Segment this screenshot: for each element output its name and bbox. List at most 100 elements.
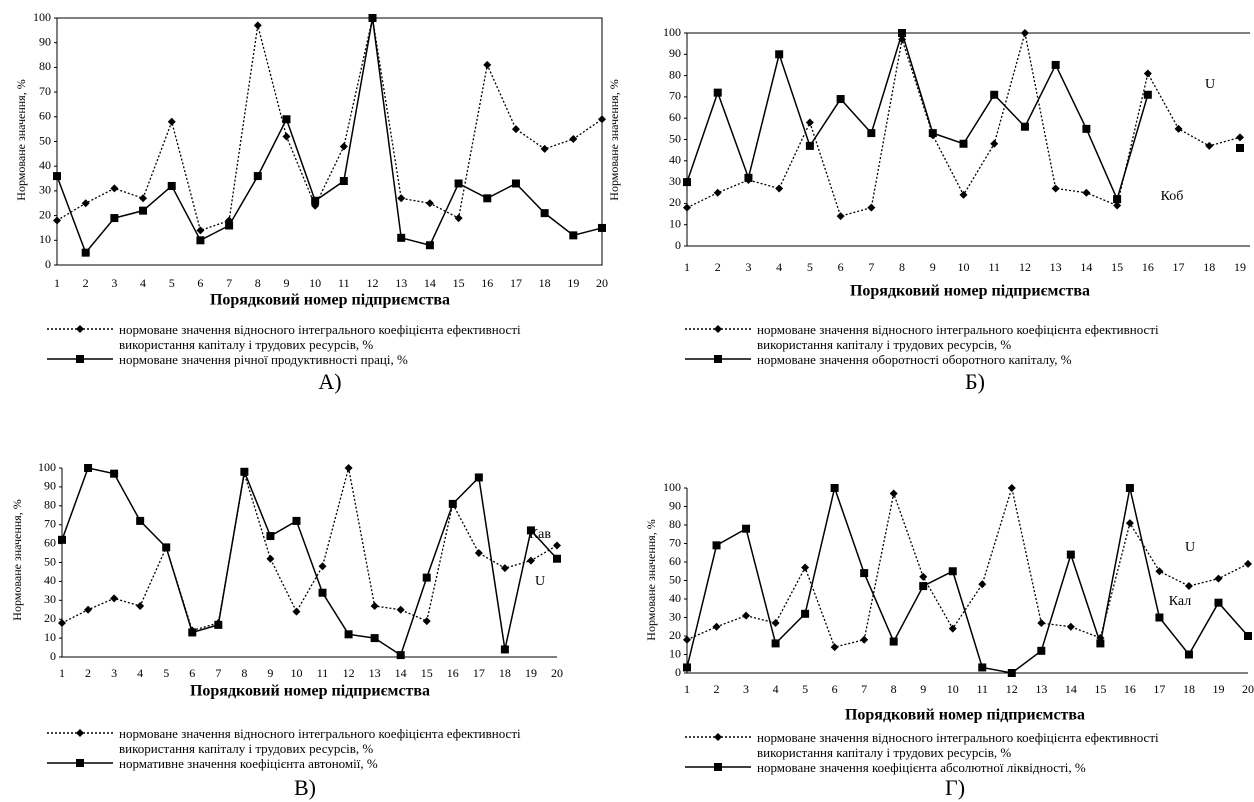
diamond-marker: [919, 572, 928, 581]
diamond-marker: [860, 635, 869, 644]
y-tick-label: 0: [675, 238, 681, 252]
y-tick-label: 20: [39, 207, 51, 221]
legend-entry: нормоване значення відносного інтегральн…: [683, 730, 1223, 760]
x-tick-label: 5: [169, 276, 175, 290]
square-marker: [454, 179, 463, 188]
y-tick-label: 80: [39, 59, 51, 73]
diamond-marker: [474, 549, 483, 558]
square-marker: [448, 499, 457, 508]
diamond-marker: [370, 601, 379, 610]
y-axis-label: Нормоване значення, %: [10, 499, 24, 620]
x-tick-label: 11: [317, 666, 329, 680]
y-tick-label: 50: [39, 133, 51, 147]
x-tick-label: 9: [283, 276, 289, 290]
caption: Г): [945, 775, 965, 800]
diamond-marker: [422, 617, 431, 626]
square-marker: [368, 14, 377, 22]
diamond-marker: [553, 541, 561, 550]
y-axis-label: Нормоване значення, %: [14, 79, 28, 200]
legend-label: нормоване значення коефіцієнта абсолютно…: [757, 760, 1086, 775]
y-tick-label: 90: [669, 498, 681, 512]
square-marker: [474, 473, 483, 482]
diamond-marker: [713, 188, 722, 197]
x-tick-label: 3: [111, 276, 117, 290]
x-tick-label: 4: [140, 276, 146, 290]
y-tick-label: 50: [669, 131, 681, 145]
diamond-marker: [266, 554, 275, 563]
y-tick-label: 60: [669, 110, 681, 124]
x-tick-label: 9: [930, 260, 936, 274]
x-tick-label: 5: [163, 666, 169, 680]
diamond-marker: [1214, 574, 1223, 583]
legend-label: нормоване значення відносного інтегральн…: [757, 322, 1159, 352]
legend-swatch: [685, 325, 751, 333]
x-tick-label: 18: [539, 276, 551, 290]
diamond-marker: [712, 622, 721, 631]
y-axis-label: Нормоване значення, %: [607, 79, 621, 200]
diamond-marker: [58, 618, 66, 627]
square-marker: [948, 567, 957, 576]
square-marker: [483, 194, 492, 203]
square-marker: [775, 50, 784, 59]
square-marker: [830, 484, 839, 492]
x-tick-label: 3: [111, 666, 117, 680]
series-line: [686, 32, 1241, 217]
square-marker: [500, 645, 509, 654]
y-tick-label: 90: [669, 46, 681, 60]
square-marker: [162, 543, 171, 552]
square-marker: [370, 634, 379, 643]
square-marker: [867, 129, 876, 138]
y-tick-label: 20: [669, 628, 681, 642]
square-marker: [339, 177, 348, 186]
x-tick-label: 16: [447, 666, 459, 680]
x-tick-label: 15: [1094, 682, 1106, 696]
square-marker: [569, 231, 578, 240]
square-marker: [742, 524, 751, 533]
square-marker: [311, 196, 320, 205]
x-tick-label: 10: [309, 276, 321, 290]
x-tick-label: 8: [255, 276, 261, 290]
y-tick-label: 60: [39, 109, 51, 123]
x-tick-label: 1: [59, 666, 65, 680]
diamond-marker: [683, 203, 691, 212]
diamond-marker: [511, 125, 520, 134]
y-tick-label: 70: [669, 89, 681, 103]
y-axis-label: Нормоване значення, %: [644, 519, 658, 640]
y-tick-label: 70: [44, 516, 56, 530]
square-marker: [1125, 484, 1134, 492]
legend-entry: нормоване значення відносного інтегральн…: [45, 322, 585, 352]
x-tick-label: 7: [226, 276, 232, 290]
x-tick-label: 20: [1242, 682, 1254, 696]
x-tick-label: 13: [395, 276, 407, 290]
x-tick-label: 18: [1203, 260, 1215, 274]
y-tick-label: 40: [44, 573, 56, 587]
square-marker: [1037, 646, 1046, 655]
square-marker: [801, 609, 810, 618]
square-marker: [282, 115, 291, 124]
square-marker: [196, 236, 205, 245]
x-tick-label: 7: [861, 682, 867, 696]
x-tick-label: 8: [241, 666, 247, 680]
legend-entry: нормоване значення коефіцієнта абсолютно…: [683, 760, 1223, 775]
x-tick-label: 15: [1111, 260, 1123, 274]
plot-frame: [56, 17, 603, 266]
diamond-marker: [500, 564, 509, 573]
square-marker: [139, 206, 148, 215]
x-tick-label: 5: [807, 260, 813, 274]
square-marker: [58, 535, 66, 544]
square-marker: [1082, 124, 1091, 133]
x-tick-label: 12: [343, 666, 355, 680]
square-marker: [84, 464, 93, 472]
caption: А): [318, 369, 341, 394]
legend-swatch: [47, 729, 113, 737]
square-marker: [959, 139, 968, 148]
x-axis-label: Порядковий номер підприємства: [845, 707, 1085, 724]
x-tick-label: 8: [891, 682, 897, 696]
diamond-marker: [425, 199, 434, 208]
diamond-marker: [1037, 619, 1046, 628]
x-tick-label: 9: [920, 682, 926, 696]
x-tick-label: 20: [596, 276, 608, 290]
x-tick-label: 7: [868, 260, 874, 274]
diamond-marker: [76, 325, 84, 333]
diamond-marker: [1244, 559, 1252, 568]
